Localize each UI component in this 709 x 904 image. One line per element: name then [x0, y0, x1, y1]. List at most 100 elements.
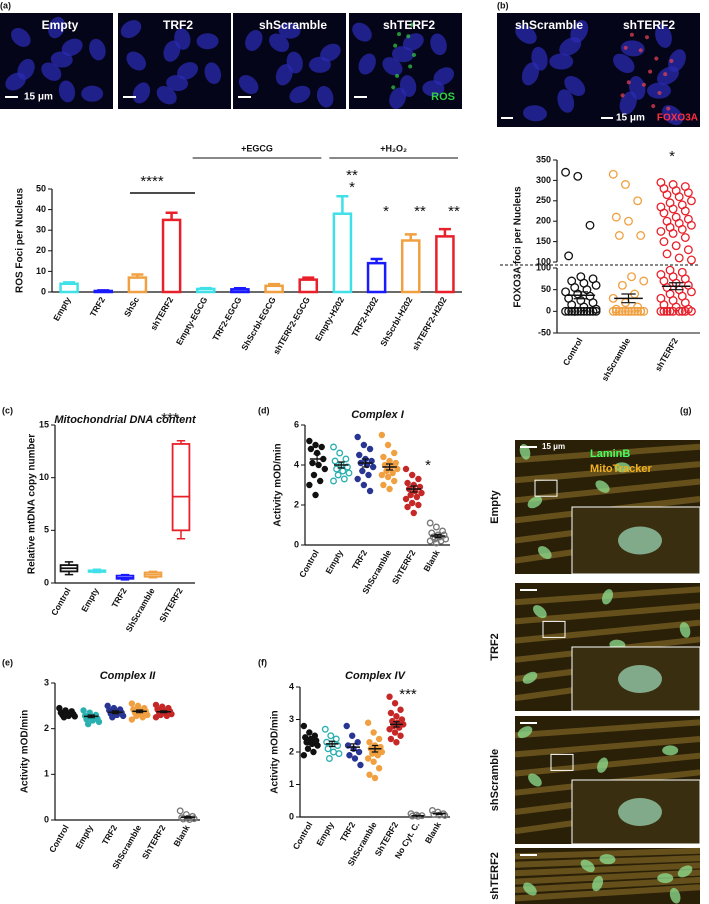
nucleus: [156, 85, 177, 105]
stain-label: MitoTracker: [590, 463, 652, 475]
data-point: [334, 742, 342, 749]
sem-bar: [111, 710, 120, 715]
bar: [298, 278, 319, 294]
y-tick-label: 1: [44, 769, 49, 779]
y-tick-label: 4: [294, 459, 299, 469]
nucleus: [641, 82, 646, 87]
x-tick-label: shTERF2: [148, 295, 175, 332]
data-point: [128, 716, 136, 723]
data-point: [300, 752, 308, 759]
data-point: [410, 509, 417, 517]
data-point: [659, 208, 669, 218]
data-point: [680, 233, 690, 242]
y-axis-label: ROS Foci per Nucleus: [15, 188, 26, 293]
data-point: [432, 539, 440, 547]
nucleus: [177, 62, 199, 80]
data-point: [395, 724, 403, 731]
data-point: [432, 523, 440, 531]
nucleus: [238, 75, 259, 95]
y-tick-label: 10: [39, 472, 49, 482]
data-point: [384, 441, 392, 449]
x-tick-label: Control: [291, 820, 315, 851]
y-tick-label: 4: [289, 681, 294, 691]
whisker: [176, 440, 186, 540]
data-point: [591, 306, 601, 316]
nucleus: [592, 875, 604, 892]
data-point: [582, 306, 592, 316]
nucleus: [523, 882, 537, 896]
data-point: [306, 729, 313, 736]
nucleus: [352, 22, 372, 42]
data-point: [665, 306, 675, 316]
y-axis-label: FOXO3A foci per Nucleus: [513, 186, 524, 308]
data-point: [674, 306, 684, 316]
panel-label: (c): [2, 405, 13, 415]
x-tick-label: ShScrbl-EGCG: [239, 295, 278, 352]
data-point: [418, 489, 425, 497]
nucleus: [286, 51, 303, 74]
y-tick-label: 3: [289, 714, 294, 724]
nucleus: [245, 29, 263, 51]
data-point: [686, 287, 696, 297]
y-tick-label: 100: [536, 262, 551, 272]
sem-bar: [87, 714, 95, 719]
nucleus: [618, 665, 662, 693]
y-tick-label: 250: [536, 195, 551, 205]
data-point: [402, 465, 410, 473]
nucleus: [654, 56, 659, 61]
sem-bar: [385, 463, 394, 471]
y-tick-label: 0: [44, 814, 49, 824]
y-tick-label: 0: [289, 811, 294, 821]
data-point: [366, 445, 374, 453]
data-point: [340, 475, 348, 483]
nucleus: [406, 34, 411, 39]
y-axis-label: Activity mOD/min: [273, 443, 284, 526]
box: [171, 443, 191, 532]
data-point: [330, 443, 337, 451]
sem-bar: [573, 291, 588, 300]
x-tick-label: TRF2: [338, 820, 357, 844]
stain-label: FOXO3A: [657, 113, 698, 124]
nucleus: [397, 32, 401, 37]
nucleus: [204, 62, 222, 84]
significance: *: [669, 148, 675, 165]
y-axis-label: Activity mOD/min: [20, 710, 31, 793]
fiber: [514, 736, 701, 758]
nucleus: [275, 64, 293, 86]
nucleus: [399, 75, 417, 97]
y-tick-label: 20: [36, 245, 46, 255]
nucleus: [537, 546, 552, 560]
data-point: [314, 742, 321, 749]
x-tick-label: Control: [49, 586, 73, 617]
zoom-box: [550, 753, 574, 771]
sem-bar: [328, 740, 336, 748]
bar: [161, 218, 182, 294]
nucleus: [523, 105, 547, 122]
data-point: [306, 481, 313, 489]
data-point: [332, 735, 340, 743]
data-point: [351, 755, 359, 762]
sem-bar: [135, 709, 144, 714]
nucleus: [618, 526, 662, 555]
x-tick-label: TRF2: [88, 295, 107, 319]
x-tick-label: TRF2: [350, 548, 369, 572]
x-tick-label: Control: [297, 548, 321, 579]
data-point: [415, 475, 422, 483]
data-point: [389, 469, 396, 477]
data-point: [579, 306, 589, 316]
data-point: [364, 719, 372, 726]
data-point: [364, 755, 372, 762]
nucleus: [651, 104, 656, 109]
nucleus: [666, 106, 671, 111]
data-point: [321, 725, 329, 733]
data-point: [306, 437, 313, 445]
nucleus: [58, 80, 76, 103]
sem-bar: [410, 485, 418, 493]
nucleus: [533, 605, 547, 619]
data-point: [686, 196, 696, 206]
x-tick-label: Empty: [79, 586, 101, 614]
nucleus: [389, 87, 407, 109]
data-point: [633, 306, 643, 316]
x-tick-label: ShScramble: [123, 586, 156, 634]
